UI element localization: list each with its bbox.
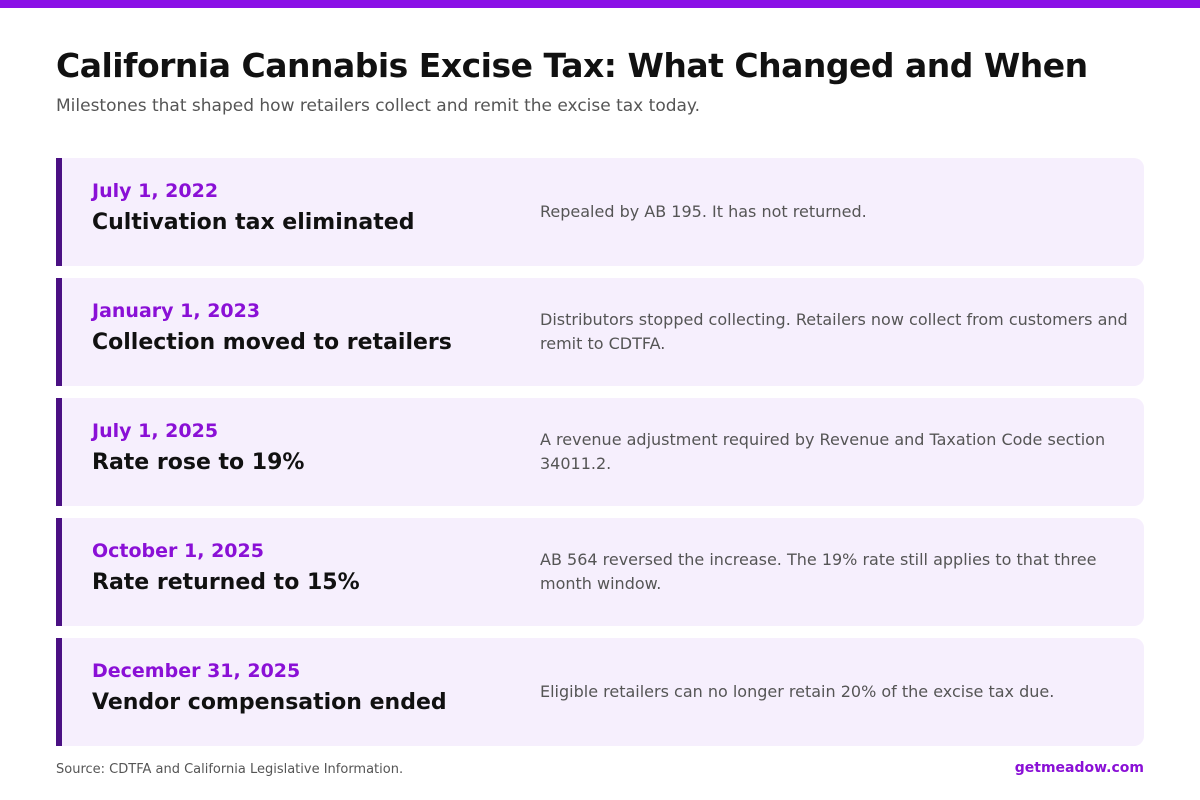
- milestone-card: October 1, 2025 Rate returned to 15% AB 56…: [56, 518, 1144, 626]
- milestone-description: Eligible retailers can no longer retain …: [540, 682, 1055, 701]
- milestone-card: July 1, 2025 Rate rose to 19% A revenue ad…: [56, 398, 1144, 506]
- milestone-description: AB 564 reversed the increase. The 19% ra…: [540, 550, 1097, 593]
- milestone-date: July 1, 2025: [92, 420, 219, 442]
- milestone-list: July 1, 2022 Cultivation tax eliminated Re…: [56, 158, 1144, 758]
- milestone-description: Repealed by AB 195. It has not returned.: [540, 202, 867, 221]
- milestone-date: December 31, 2025: [92, 660, 301, 682]
- milestone-title: Vendor compensation ended: [92, 690, 447, 715]
- milestone-card: July 1, 2022 Cultivation tax eliminated Re…: [56, 158, 1144, 266]
- brand: getmeadow.com: [1014, 760, 1144, 776]
- milestone-card: December 31, 2025 Vendor compensation end…: [56, 638, 1144, 746]
- milestone-card: January 1, 2023 Collection moved to retai…: [56, 278, 1144, 386]
- milestone-title: Collection moved to retailers: [92, 330, 452, 355]
- top-bar: [0, 0, 1200, 8]
- subtitle: Milestones that shaped how retailers col…: [56, 96, 700, 116]
- milestone-title: Cultivation tax eliminated: [92, 210, 415, 235]
- source: Source: CDTFA and California Legislative…: [56, 762, 404, 777]
- milestone-date: October 1, 2025: [92, 540, 264, 562]
- milestone-date: January 1, 2023: [92, 300, 261, 322]
- milestone-date: July 1, 2022: [92, 180, 219, 202]
- milestone-title: Rate returned to 15%: [92, 570, 360, 595]
- milestone-description: Distributors stopped collecting. Retaile…: [540, 310, 1128, 353]
- milestone-description: A revenue adjustment required by Revenue…: [540, 430, 1106, 473]
- title: California Cannabis Excise Tax: What Cha…: [56, 46, 1088, 85]
- milestone-title: Rate rose to 19%: [92, 450, 305, 475]
